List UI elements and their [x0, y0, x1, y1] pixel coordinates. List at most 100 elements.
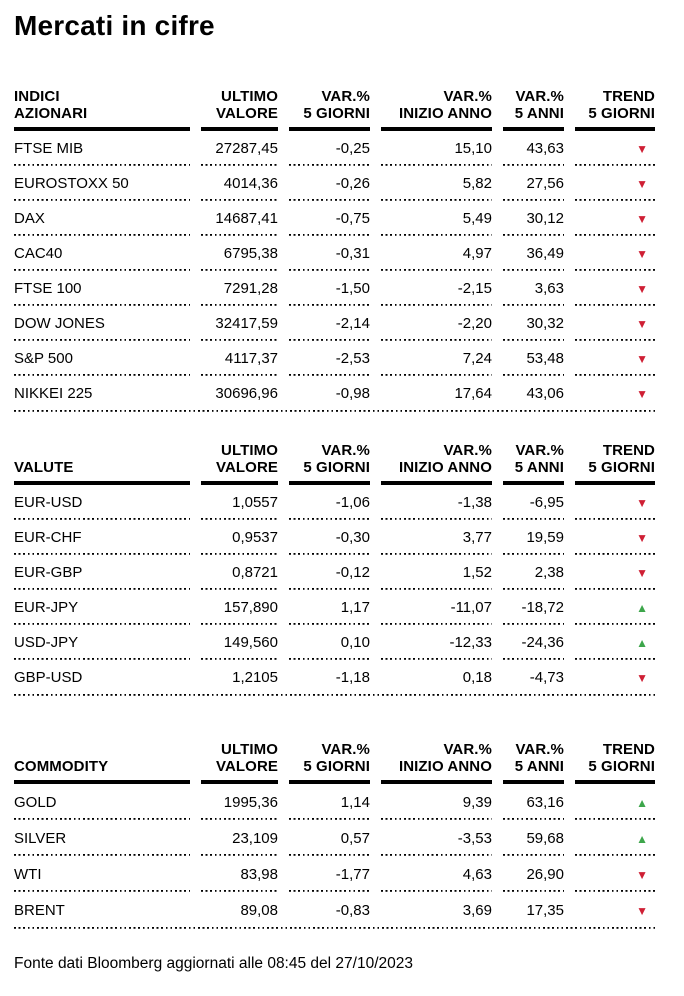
var-5d: -2,53 — [289, 341, 370, 376]
instrument-name: FTSE 100 — [14, 271, 190, 306]
instrument-name: SILVER — [14, 820, 190, 856]
table-row: EUR-GBP 0,8721 -0,12 1,52 2,38 — [14, 555, 655, 590]
table-header-row: INDICI AZIONARI ULTIMO VALORE VAR.% 5 GI… — [14, 88, 655, 131]
trend-arrow-icon — [636, 672, 648, 684]
instrument-name: EUR-GBP — [14, 555, 190, 590]
var-ytd: 1,52 — [381, 555, 492, 590]
last-value: 89,08 — [240, 901, 278, 919]
var-5d: -2,14 — [289, 306, 370, 341]
var-ytd: 3,69 — [462, 901, 492, 919]
last-value: 14687,41 — [201, 201, 278, 236]
source-note: Fonte dati Bloomberg aggiornati alle 08:… — [14, 955, 413, 972]
col-header-last-value: ULTIMO VALORE — [201, 741, 278, 784]
instrument-name: DAX — [14, 201, 190, 236]
trend-arrow-icon — [636, 143, 648, 155]
var-5y: 19,59 — [503, 520, 564, 555]
var-5d: 0,10 — [289, 625, 370, 660]
last-value: 7291,28 — [201, 271, 278, 306]
trend-arrow-icon — [636, 637, 648, 649]
trend-arrow-icon — [636, 388, 648, 400]
var-ytd: 7,24 — [381, 341, 492, 376]
trend-arrow-icon — [636, 532, 648, 544]
var-5d: -0,75 — [289, 201, 370, 236]
last-value: 27287,45 — [201, 131, 278, 166]
instrument-name: BRENT — [14, 901, 65, 919]
table-row: EUR-JPY 157,890 1,17 -11,07 -18,72 — [14, 590, 655, 625]
col-header-var-ytd: VAR.% INIZIO ANNO — [381, 442, 492, 485]
var-5y: 26,90 — [503, 856, 564, 892]
table-row: EUR-USD 1,0557 -1,06 -1,38 -6,95 — [14, 485, 655, 520]
table-title: COMMODITY — [14, 741, 190, 784]
col-header-trend: TREND 5 GIORNI — [575, 442, 655, 485]
trend-arrow-icon — [636, 869, 648, 881]
var-5d: -1,77 — [289, 856, 370, 892]
table-bottom-rule — [14, 694, 656, 696]
var-5y: 30,12 — [503, 201, 564, 236]
last-value: 1,0557 — [201, 485, 278, 520]
var-5y: -18,72 — [503, 590, 564, 625]
var-5d: -0,12 — [289, 555, 370, 590]
col-header-var-5y: VAR.% 5 ANNI — [503, 741, 564, 784]
var-5d: -0,98 — [335, 385, 370, 402]
var-5d: -1,50 — [289, 271, 370, 306]
var-5y: 27,56 — [503, 166, 564, 201]
commodities-table: COMMODITY ULTIMO VALORE VAR.% 5 GIORNI V… — [3, 741, 666, 928]
table-header-row: VALUTE ULTIMO VALORE VAR.% 5 GIORNI VAR.… — [14, 442, 655, 485]
instrument-name: GOLD — [14, 784, 190, 820]
table-bottom-rule — [14, 927, 656, 929]
last-value: 83,98 — [201, 856, 278, 892]
trend-arrow-icon — [636, 497, 648, 509]
var-ytd: 17,64 — [454, 385, 492, 402]
col-header-trend: TREND 5 GIORNI — [575, 88, 655, 131]
var-ytd: 5,82 — [381, 166, 492, 201]
last-value: 1,2105 — [232, 669, 278, 686]
instrument-name: CAC40 — [14, 236, 190, 271]
col-header-last-value: ULTIMO VALORE — [201, 88, 278, 131]
var-ytd: 9,39 — [381, 784, 492, 820]
var-ytd: -2,15 — [381, 271, 492, 306]
table-row: EUROSTOXX 50 4014,36 -0,26 5,82 27,56 — [14, 166, 655, 201]
instrument-name: EUR-USD — [14, 485, 190, 520]
var-5y: 43,06 — [526, 385, 564, 402]
trend-arrow-icon — [636, 213, 648, 225]
var-5y: 59,68 — [503, 820, 564, 856]
table-row: USD-JPY 149,560 0,10 -12,33 -24,36 — [14, 625, 655, 660]
trend-arrow-icon — [636, 567, 648, 579]
trend-arrow-icon — [636, 905, 648, 917]
table-row: WTI 83,98 -1,77 4,63 26,90 — [14, 856, 655, 892]
col-header-var-5d: VAR.% 5 GIORNI — [289, 88, 370, 131]
col-header-var-5d: VAR.% 5 GIORNI — [289, 442, 370, 485]
var-ytd: 4,97 — [381, 236, 492, 271]
last-value: 0,8721 — [201, 555, 278, 590]
col-header-var-5y: VAR.% 5 ANNI — [503, 88, 564, 131]
var-5d: -1,06 — [289, 485, 370, 520]
table-row: NIKKEI 225 30696,96 -0,98 17,64 43,06 — [14, 376, 655, 411]
var-5d: -0,83 — [335, 901, 370, 919]
last-value: 1995,36 — [201, 784, 278, 820]
last-value: 23,109 — [201, 820, 278, 856]
last-value: 6795,38 — [201, 236, 278, 271]
instrument-name: S&P 500 — [14, 341, 190, 376]
page-title: Mercati in cifre — [14, 10, 215, 41]
table-row: BRENT 89,08 -0,83 3,69 17,35 — [14, 892, 655, 928]
var-5y: 43,63 — [503, 131, 564, 166]
table-row: DOW JONES 32417,59 -2,14 -2,20 30,32 — [14, 306, 655, 341]
var-5d: -0,30 — [289, 520, 370, 555]
trend-arrow-icon — [636, 833, 648, 845]
var-ytd: -11,07 — [381, 590, 492, 625]
table-row: GBP-USD 1,2105 -1,18 0,18 -4,73 — [14, 660, 655, 695]
table-title: INDICI AZIONARI — [14, 88, 190, 131]
currencies-table: VALUTE ULTIMO VALORE VAR.% 5 GIORNI VAR.… — [3, 442, 666, 695]
var-5y: 2,38 — [503, 555, 564, 590]
last-value: 4014,36 — [201, 166, 278, 201]
last-value: 149,560 — [201, 625, 278, 660]
instrument-name: GBP-USD — [14, 669, 83, 686]
var-5y: 53,48 — [503, 341, 564, 376]
var-5d: -1,18 — [335, 669, 370, 686]
var-5d: 1,14 — [289, 784, 370, 820]
instrument-name: EUR-CHF — [14, 520, 190, 555]
col-header-trend: TREND 5 GIORNI — [575, 741, 655, 784]
table-row: CAC40 6795,38 -0,31 4,97 36,49 — [14, 236, 655, 271]
var-5d: -0,25 — [289, 131, 370, 166]
var-ytd: 0,18 — [462, 669, 492, 686]
